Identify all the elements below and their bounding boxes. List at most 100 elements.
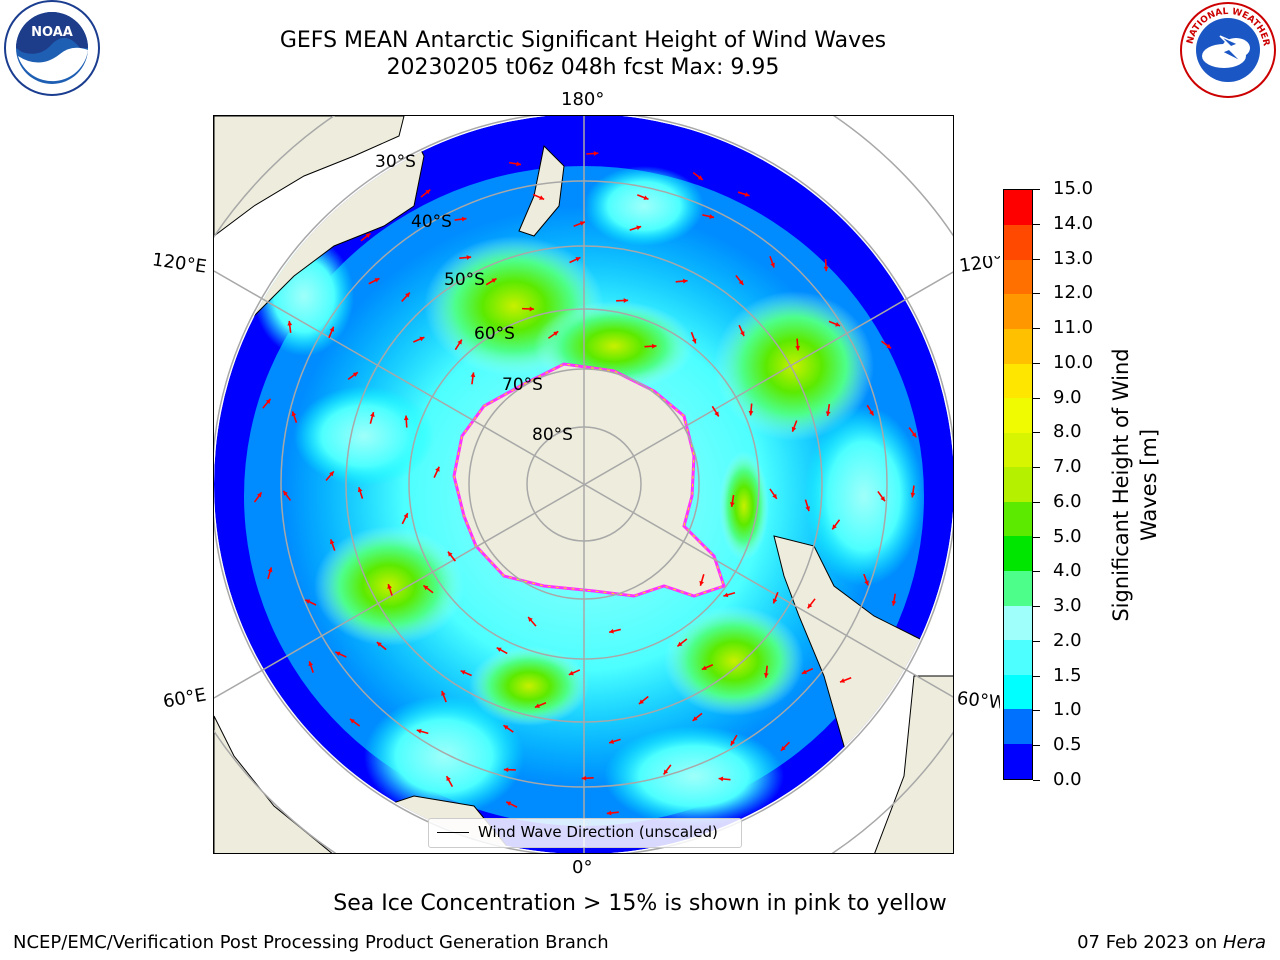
lon-label-60e: 60°E: [161, 684, 208, 713]
wave-direction-arrowhead: [257, 492, 262, 498]
wave-direction-arrowhead: [606, 810, 612, 816]
wave-direction-arrowhead: [460, 670, 466, 675]
wave-direction-arrowhead: [403, 415, 409, 421]
colorbar-tick-label: 3.0: [1053, 595, 1082, 617]
footer-machine: Hera: [1222, 932, 1266, 953]
sea-ice-note: Sea Ice Concentration > 15% is shown in …: [333, 891, 947, 916]
wave-direction-arrowhead: [370, 412, 375, 417]
colorbar-segment: [1004, 466, 1032, 502]
wave-direction-arrowhead: [529, 306, 535, 312]
wave-direction-arrowhead: [308, 661, 314, 667]
wave-direction-arrowhead: [447, 551, 453, 557]
colorbar-tick-mark: [1033, 189, 1040, 190]
wave-direction-arrowhead: [457, 339, 462, 345]
wave-direction-arrowhead: [795, 345, 801, 351]
wave-direction-arrowhead: [886, 343, 892, 349]
colorbar-tick-mark: [1033, 536, 1040, 538]
legend-label: Wind Wave Direction (unscaled): [478, 823, 718, 841]
wave-direction-arrowhead: [287, 320, 293, 326]
wave-direction-arrowhead: [770, 262, 775, 268]
colorbar-segment: [1004, 708, 1032, 744]
wave-direction-arrowhead: [416, 729, 422, 734]
colorbar-tick-mark: [1033, 571, 1040, 573]
colorbar-tick-mark: [1033, 328, 1040, 330]
wave-direction-arrowhead: [305, 599, 311, 604]
wave-direction-arrowhead: [738, 279, 744, 285]
colorbar-segment: [1004, 639, 1032, 675]
wave-direction-arrowhead: [709, 214, 715, 219]
wave-direction-arrowhead: [405, 292, 410, 298]
wave-direction-arrowhead: [609, 628, 614, 634]
wave-direction-arrowhead: [506, 801, 512, 806]
wave-direction-arrowhead: [349, 718, 355, 724]
colorbar-tick-label: 2.0: [1053, 629, 1082, 651]
wave-direction-arrowhead: [723, 592, 729, 598]
wave-direction-arrowhead: [691, 338, 697, 344]
wave-direction-arrowhead: [329, 471, 334, 477]
colorbar-tick-label: 8.0: [1053, 421, 1082, 443]
wave-direction-arrowhead: [357, 487, 363, 493]
wave-direction-arrowhead: [267, 567, 273, 573]
wave-direction-arrowhead: [593, 151, 599, 156]
wave-direction-arrowhead: [579, 221, 585, 226]
wave-direction-arrowhead: [697, 175, 703, 180]
noaa-logo: NOAA: [0, 0, 104, 100]
colorbar-segment: [1004, 362, 1032, 399]
wave-direction-arrowhead: [376, 642, 382, 647]
colorbar-tick-label: 11.0: [1053, 317, 1094, 339]
colorbar-tick-mark: [1033, 780, 1040, 781]
colorbar-tick-mark: [1033, 467, 1040, 469]
wave-direction-arrowhead: [748, 410, 754, 416]
colorbar-tick-label: 9.0: [1053, 386, 1082, 408]
colorbar-tick-mark: [1033, 223, 1040, 225]
polar-map: [213, 115, 954, 854]
wave-direction-arrowhead: [435, 466, 440, 472]
wave-direction-arrowhead: [677, 641, 683, 647]
colorbar-tick-label: 10.0: [1053, 351, 1094, 373]
wave-direction-arrowhead: [265, 398, 271, 404]
colorbar-segment: [1004, 501, 1032, 537]
wave-direction-arrowhead: [683, 278, 688, 284]
wave-direction-arrowhead: [374, 278, 380, 283]
footer-credit: NCEP/EMC/Verification Post Processing Pr…: [13, 932, 609, 953]
lat-label-80s: 80°S: [532, 425, 573, 445]
wave-direction-arrowhead: [419, 336, 425, 342]
chart-subtitle: 20230205 t06z 048h fcst Max: 9.95: [386, 55, 780, 80]
colorbar-segment: [1004, 743, 1032, 779]
wave-direction-arrowhead: [807, 603, 813, 609]
wave-direction-arrowhead: [466, 255, 472, 260]
footer-date: 07 Feb 2023 on Hera: [1077, 932, 1266, 953]
colorbar-fill: [1004, 190, 1032, 779]
wave-direction-arrowhead: [461, 216, 467, 222]
lon-label-120w-wrap: 120°W: [958, 256, 1000, 282]
wave-direction-arrowhead: [403, 513, 408, 519]
wave-direction-arrowhead: [832, 524, 837, 530]
wave-direction-arrowhead: [516, 161, 521, 167]
map-canvas: [214, 116, 953, 853]
wave-direction-arrowhead: [663, 769, 669, 775]
wave-direction-arrowhead: [553, 331, 559, 336]
colorbar-tick-mark: [1033, 501, 1040, 503]
wave-direction-arrowhead: [910, 492, 916, 498]
wave-direction-arrowhead: [692, 716, 698, 721]
wave-direction-arrowhead: [496, 647, 502, 652]
wave-direction-arrowhead: [387, 584, 392, 590]
wave-direction-arrowhead: [891, 600, 897, 606]
lon-label-180: 180°: [561, 89, 605, 110]
lon-label-120e: 120°E: [150, 249, 208, 278]
wave-direction-arrowhead: [869, 410, 874, 416]
legend-line-sample: [437, 832, 469, 833]
wave-direction-arrowhead: [651, 343, 657, 349]
lat-label-60s: 60°S: [474, 324, 515, 344]
wave-direction-arrowhead: [539, 195, 545, 200]
wave-direction-arrowhead: [744, 192, 750, 197]
colorbar-tick-mark: [1033, 397, 1040, 399]
wind-wave-direction-arrows: [253, 151, 917, 816]
colorbar-segment: [1004, 397, 1032, 433]
footer-date-text: 07 Feb 2023 on: [1077, 932, 1223, 953]
colorbar-segment: [1004, 605, 1032, 641]
wave-direction-arrowhead: [470, 372, 476, 378]
wave-direction-arrowhead: [441, 690, 446, 696]
colorbar-segment: [1004, 570, 1032, 606]
lon-label-120w: 120°W: [958, 256, 1000, 277]
